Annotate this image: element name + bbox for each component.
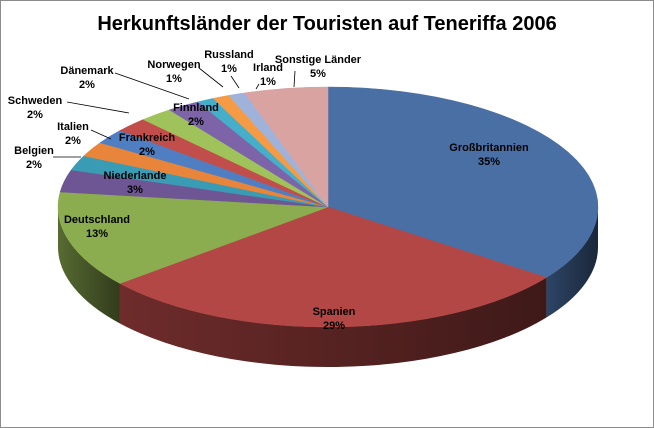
leader-line-italien <box>90 129 112 140</box>
slice-label-russland: Russland <box>204 49 254 61</box>
slice-label-deutschland: Deutschland <box>64 214 130 226</box>
slice-label-norwegen: Norwegen <box>147 59 200 71</box>
slice-spanien <box>119 206 548 328</box>
slice-label-finnland: Finnland <box>173 102 219 114</box>
slice-value-sonstige-länder: 5% <box>310 68 326 80</box>
slice-value-dänemark: 2% <box>79 79 95 91</box>
slice-sonstige-länder <box>244 86 329 208</box>
leader-line-russland <box>230 75 240 89</box>
slice-value-finnland: 2% <box>188 116 204 128</box>
slice-label-schweden: Schweden <box>8 95 63 107</box>
slice-value-deutschland: 13% <box>86 228 108 240</box>
slice-großbritannien <box>327 86 599 278</box>
slice-value-frankreich: 2% <box>139 146 155 158</box>
slice-label-spanien: Spanien <box>313 306 356 318</box>
slice-deutschland <box>57 191 329 284</box>
slice-value-schweden: 2% <box>27 109 43 121</box>
slice-label-niederlande: Niederlande <box>104 170 167 182</box>
slice-label-großbritannien: Großbritannien <box>449 142 529 154</box>
slice-label-belgien: Belgien <box>14 145 54 157</box>
leader-line-norwegen <box>198 67 224 88</box>
slice-side-deutschland <box>57 207 120 324</box>
slice-label-frankreich: Frankreich <box>119 132 176 144</box>
leader-line-sonstige-länder <box>293 70 296 88</box>
slice-value-italien: 2% <box>65 135 81 147</box>
slice-value-belgien: 2% <box>26 159 42 171</box>
slice-side-spanien <box>119 277 547 367</box>
slice-value-spanien: 29% <box>323 320 345 332</box>
leader-line-irland <box>255 83 260 90</box>
leader-line-schweden <box>66 101 130 114</box>
slice-label-italien: Italien <box>57 121 89 133</box>
slice-value-großbritannien: 35% <box>478 156 500 168</box>
slice-value-irland: 1% <box>260 76 276 88</box>
leader-line-dänemark <box>114 72 190 100</box>
slice-label-dänemark: Dänemark <box>60 65 114 77</box>
slice-value-norwegen: 1% <box>166 73 182 85</box>
slice-label-sonstige-länder: Sonstige Länder <box>275 54 362 66</box>
slice-value-russland: 1% <box>221 63 237 75</box>
slice-value-niederlande: 3% <box>127 184 143 196</box>
chart-title: Herkunftsländer der Touristen auf Teneri… <box>97 13 557 35</box>
slice-label-irland: Irland <box>253 62 283 74</box>
slice-side-großbritannien <box>546 207 598 318</box>
